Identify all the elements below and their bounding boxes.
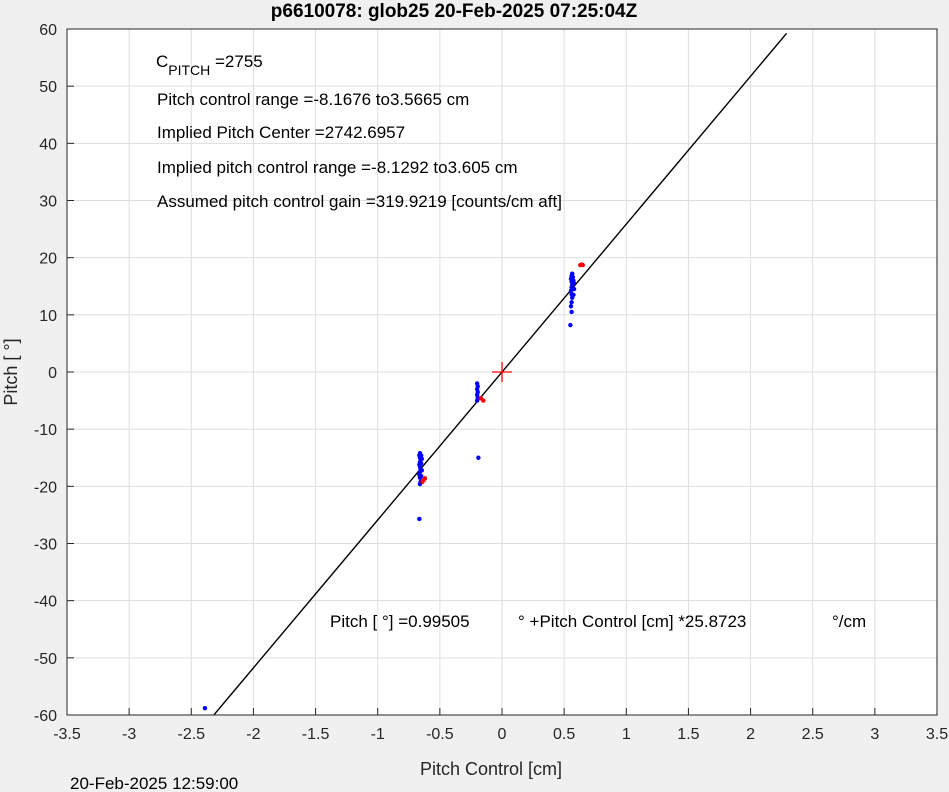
equation-part-1: Pitch [ °] =0.99505 [330, 612, 470, 631]
data-point [417, 516, 422, 522]
data-point [474, 381, 480, 386]
y-tick-label: -20 [34, 479, 57, 496]
c-pitch-main: C [156, 52, 168, 71]
data-point [421, 477, 426, 483]
x-axis-label: Pitch Control [cm] [420, 759, 562, 779]
data-point [570, 274, 576, 280]
data-point [571, 286, 577, 292]
data-point [419, 468, 425, 473]
data-point [568, 322, 573, 328]
data-point [476, 455, 481, 460]
equation-part-3: °/cm [832, 612, 866, 631]
fit-line-group [212, 32, 788, 715]
x-tick-label: 1 [622, 726, 631, 743]
plot-frame [66, 28, 938, 716]
data-point [568, 304, 574, 309]
data-point [419, 453, 424, 458]
y-tick-label: -40 [34, 594, 57, 611]
data-point [569, 300, 574, 305]
x-tick-label: 0.5 [553, 726, 575, 743]
c-pitch-subscript: PITCH [168, 62, 210, 78]
c-pitch-value: =2755 [210, 52, 262, 71]
y-tick-label: 20 [39, 251, 57, 268]
y-tick-label: 60 [39, 22, 57, 39]
y-tick-labels: -60 -50 -40 -30 -20 -10 0 10 20 30 40 50 60 [34, 22, 57, 725]
y-tick-label: -30 [34, 537, 57, 554]
y-tick-label: -10 [34, 422, 57, 439]
x-tick-label: -2.5 [177, 726, 205, 743]
x-tick-label: -3.5 [53, 726, 81, 743]
data-point [419, 456, 425, 462]
equation-part-2: ° +Pitch Control [cm] *25.8723 [518, 612, 746, 631]
data-point [419, 473, 424, 479]
chart-title: p6610078: glob25 20-Feb-2025 07:25:04Z [271, 1, 638, 22]
y-axis-label: Pitch [ °] [1, 338, 21, 405]
y-tick-label: 40 [39, 136, 57, 153]
x-tick-label: 2 [746, 726, 755, 743]
y-tick-label: 30 [39, 194, 57, 211]
data-point [570, 271, 575, 276]
x-tick-label: -1.5 [302, 726, 330, 743]
fit-line [212, 32, 788, 715]
y-tick-label: 50 [39, 79, 57, 96]
annotation-assumed-gain: Assumed pitch control gain =319.9219 [co… [157, 192, 562, 211]
y-tick-label: -50 [34, 651, 57, 668]
x-tick-label: 1.5 [677, 726, 699, 743]
x-tick-label: 2.5 [802, 726, 824, 743]
data-point [571, 292, 576, 298]
annotation-implied-pitch-center: Implied Pitch Center =2742.6957 [157, 123, 405, 142]
x-tick-label: 3.5 [926, 726, 948, 743]
x-tick-label: -0.5 [426, 726, 454, 743]
x-tick-label: -1 [371, 726, 385, 743]
data-point [571, 281, 577, 286]
x-tick-label: -3 [122, 726, 136, 743]
data-point [202, 705, 208, 711]
y-tick-label: 10 [39, 308, 57, 325]
annotation-implied-pitch-control-range: Implied pitch control range =-8.1292 to3… [157, 158, 518, 177]
y-tick-label: 0 [48, 365, 57, 382]
y-tick-label: -60 [34, 708, 57, 725]
data-point [419, 461, 424, 466]
annotation-pitch-control-range: Pitch control range =-8.1676 to3.5665 cm [157, 90, 469, 109]
center-marker-group [492, 362, 512, 382]
data-point [569, 309, 574, 315]
x-tick-labels: -3.5 -3 -2.5 -2 -1.5 -1 -0.5 0 0.5 1 1.5 2 2.5 3 3.5 [53, 726, 948, 743]
data-point [579, 262, 584, 267]
x-tick-label: -2 [246, 726, 260, 743]
annotation-c-pitch: CPITCH =2755 [156, 52, 263, 78]
x-tick-label: 0 [498, 726, 507, 743]
data-point [478, 396, 484, 401]
x-tick-label: 3 [870, 726, 879, 743]
scatter-points [202, 262, 585, 711]
footer-timestamp: 20-Feb-2025 12:59:00 [70, 774, 238, 792]
